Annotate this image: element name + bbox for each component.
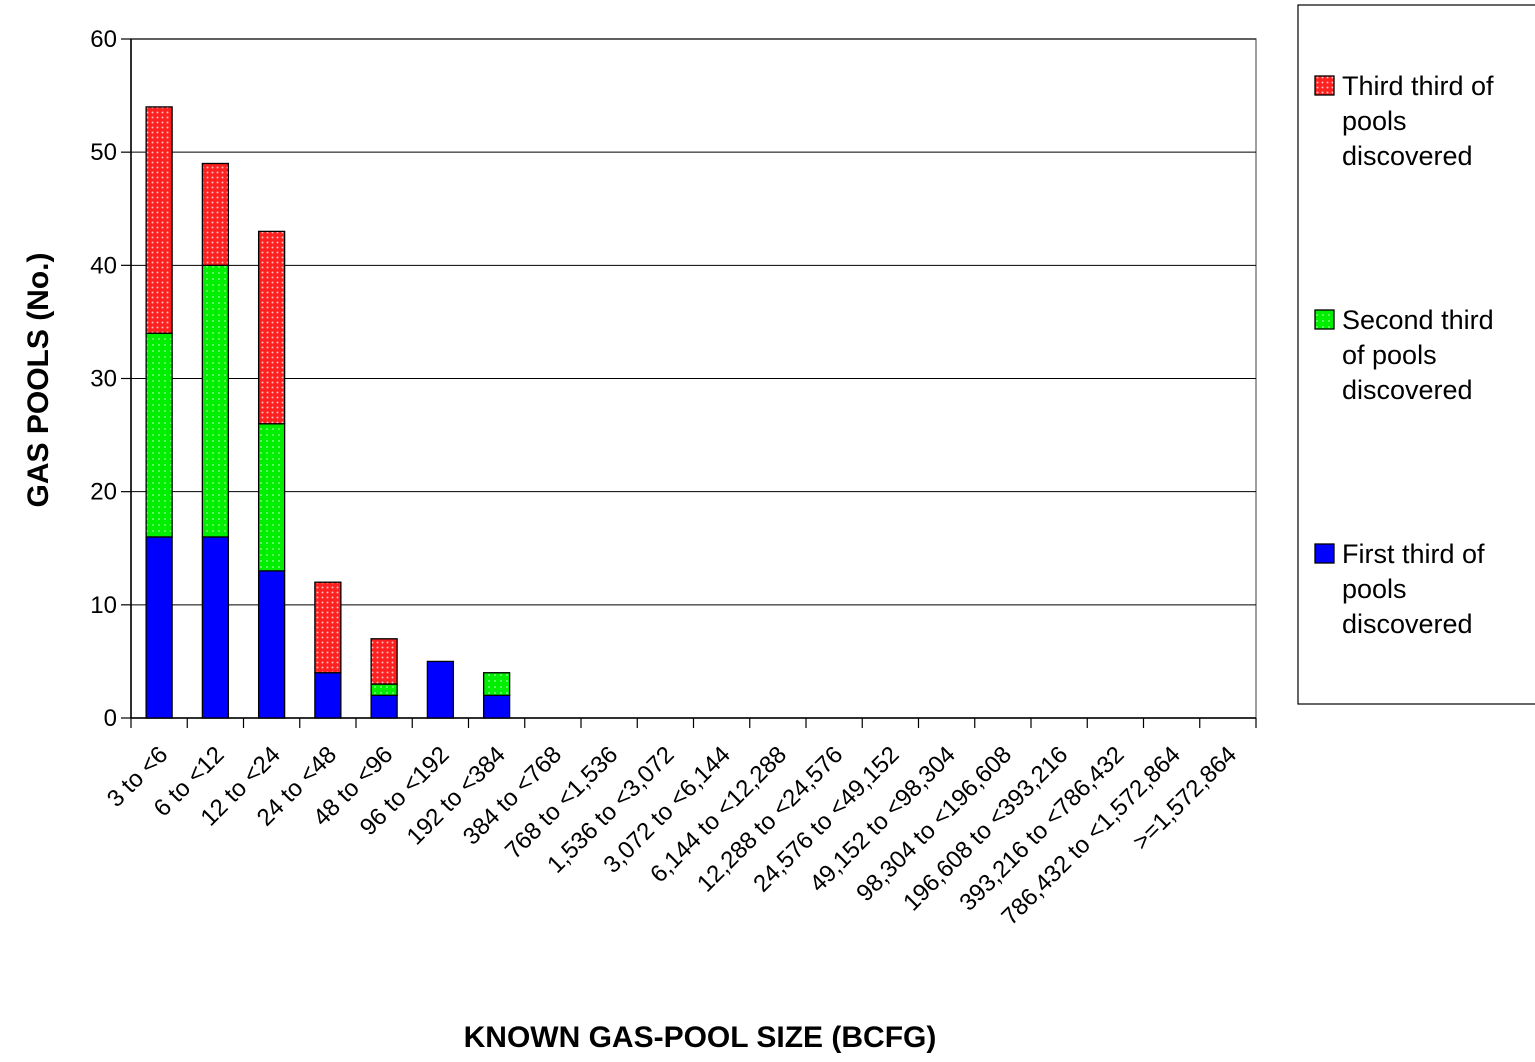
legend-label-line: of pools	[1342, 340, 1437, 370]
bar-segment	[257, 423, 286, 572]
y-tick-label: 40	[90, 252, 117, 279]
legend-label-line: Second third	[1342, 305, 1494, 335]
legend-label-line: discovered	[1342, 141, 1473, 171]
bar-segment	[257, 570, 286, 719]
y-tick-label: 0	[104, 705, 117, 732]
legend-label: Third third of pools discovered	[1342, 71, 1494, 171]
bar-segment	[370, 638, 398, 685]
x-axis-title: KNOWN GAS-POOL SIZE (BCFG)	[464, 1021, 937, 1054]
bar-segment	[482, 672, 511, 697]
bar-segment	[370, 694, 398, 719]
legend-label: Second third of pools discovered	[1342, 305, 1494, 405]
y-tick-label: 60	[90, 26, 117, 53]
y-tick-label: 50	[90, 139, 117, 166]
y-axis-title: GAS POOLS (No.)	[22, 253, 55, 508]
legend-label-line: discovered	[1342, 609, 1473, 639]
bar-segment	[201, 162, 230, 266]
y-axis: 0 10 20 30 40 50 60	[90, 26, 132, 732]
y-tick-label: 30	[90, 366, 117, 393]
legend-swatch	[1314, 543, 1335, 564]
legend-label-line: Third third of	[1342, 71, 1494, 101]
bar-segment	[314, 672, 342, 719]
bar-segment	[201, 264, 230, 538]
bar-segment	[145, 536, 173, 719]
bar-segment	[145, 106, 173, 334]
legend-label-line: discovered	[1342, 375, 1473, 405]
legend-box	[1297, 4, 1535, 705]
legend-label-line: First third of	[1342, 539, 1485, 569]
y-tick-label: 10	[90, 592, 117, 619]
legend-label-line: pools	[1342, 106, 1407, 136]
bar-segment	[201, 536, 230, 719]
legend-label: First third of pools discovered	[1342, 539, 1485, 639]
x-axis	[130, 717, 1257, 728]
legend-label-line: pools	[1342, 574, 1407, 604]
plot-area	[130, 38, 1257, 719]
bar-segment	[482, 694, 511, 719]
y-tick-label: 20	[90, 479, 117, 506]
bar-segment	[257, 230, 286, 425]
legend-swatch	[1314, 75, 1335, 96]
bars	[145, 106, 511, 719]
bar-segment	[426, 660, 455, 719]
bar-segment	[145, 332, 173, 538]
legend-swatch	[1314, 309, 1335, 330]
bar-segment	[314, 581, 342, 674]
bar-segment	[370, 683, 398, 697]
